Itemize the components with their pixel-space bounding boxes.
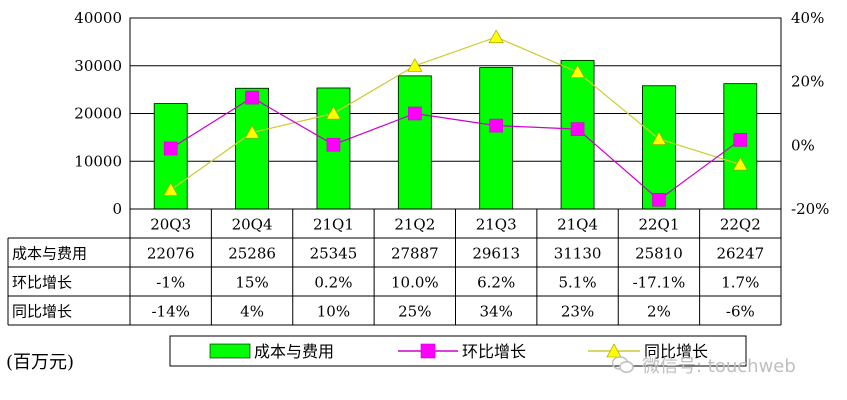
legend-label: 成本与费用 <box>254 342 334 361</box>
table-row-label: 成本与费用 <box>12 245 87 263</box>
table-row-label: 同比增长 <box>12 303 72 321</box>
table-cell: 1.7% <box>721 274 759 292</box>
wechat-icon <box>612 356 634 373</box>
table-cell: 23% <box>561 303 594 321</box>
watermark-text: 微信号: touchweb <box>642 356 796 377</box>
legend-swatch-yoy-marker <box>606 343 622 358</box>
qoq-point <box>489 118 503 133</box>
x-tick-label: 21Q2 <box>394 216 435 234</box>
bar <box>235 87 269 210</box>
table-cell: 29613 <box>472 245 520 263</box>
yoy-point <box>651 131 667 145</box>
table-cell: 25345 <box>310 245 358 263</box>
qoq-point <box>408 106 422 121</box>
x-tick-label: 20Q4 <box>232 216 273 234</box>
x-tick-label: 21Q3 <box>476 216 517 234</box>
table-row-label: 环比增长 <box>12 274 72 292</box>
x-tick-label: 21Q4 <box>557 216 598 234</box>
y-left-tick-label: 0 <box>112 200 122 218</box>
table-cell: 25% <box>398 303 431 321</box>
legend-swatch-qoq-marker <box>420 343 436 359</box>
yoy-line <box>170 36 741 191</box>
table-cell: 0.2% <box>314 274 352 292</box>
y-right-tick-label: 0% <box>791 136 815 154</box>
y-left-tick-label: 40000 <box>74 9 122 27</box>
table-cell: 15% <box>235 274 268 292</box>
table-cell: 27887 <box>391 245 439 263</box>
table-cell: 31130 <box>554 245 602 263</box>
bar-series <box>153 59 758 210</box>
line-series <box>163 29 748 207</box>
table-cell: 10.0% <box>391 274 439 292</box>
table-cell: 34% <box>480 303 513 321</box>
legend-label: 同比增长 <box>644 342 708 361</box>
bar <box>642 85 676 210</box>
y-left-tick-label: 10000 <box>74 152 122 170</box>
yoy-point <box>488 29 504 44</box>
table-cell: 5.1% <box>559 274 597 292</box>
qoq-line <box>170 96 741 201</box>
yoy-point <box>732 156 748 171</box>
table-cell: 25286 <box>228 245 276 263</box>
x-tick-label: 22Q2 <box>720 216 761 234</box>
yoy-point <box>244 124 260 139</box>
table-cell: -1% <box>156 274 185 292</box>
yoy-point <box>407 58 423 72</box>
qoq-point <box>570 122 585 136</box>
table-cell: -6% <box>726 303 755 321</box>
bar <box>479 67 514 210</box>
x-tick-label: 22Q1 <box>638 216 679 234</box>
legend-swatch-bar <box>209 343 251 359</box>
data-table: 20Q3 20Q4 21Q1 21Q2 21Q3 21Q4 22Q1 22Q2 成本与费用 220… <box>7 208 782 326</box>
axes: 0 10000 20000 30000 40000 -20% 0% 20% 40% <box>74 9 829 218</box>
qoq-point <box>326 137 341 152</box>
x-tick-label: 21Q1 <box>313 216 354 234</box>
y-left-tick-label: 30000 <box>74 57 122 75</box>
qoq-point <box>652 192 666 207</box>
table-cell: 22076 <box>147 245 195 263</box>
qoq-point <box>245 90 259 105</box>
table-cell: 10% <box>317 303 350 321</box>
qoq-point <box>733 133 748 147</box>
y-right-tick-label: 40% <box>791 9 824 27</box>
bar <box>397 75 432 210</box>
yoy-point <box>163 182 179 196</box>
y-right-tick-label: -20% <box>791 200 829 218</box>
table-cell: 25810 <box>635 245 683 263</box>
unit-label: (百万元) <box>6 352 75 373</box>
table-cell: 2% <box>647 303 671 321</box>
table-cell: 26247 <box>716 245 764 263</box>
yoy-point <box>570 64 586 79</box>
legend: 成本与费用 环比增长 同比增长 <box>169 335 747 367</box>
y-right-tick-label: 20% <box>791 73 824 91</box>
y-left-tick-label: 20000 <box>74 105 122 123</box>
table-cell: 4% <box>240 303 264 321</box>
watermark: 微信号: touchweb <box>612 350 842 380</box>
x-tick-label: 20Q3 <box>150 216 191 234</box>
yoy-point <box>325 105 341 120</box>
table-cell: -14% <box>151 303 189 321</box>
qoq-point <box>163 141 178 156</box>
table-cell: -17.1% <box>633 274 686 292</box>
legend-label: 环比增长 <box>462 342 526 361</box>
table-cell: 6.2% <box>477 274 515 292</box>
